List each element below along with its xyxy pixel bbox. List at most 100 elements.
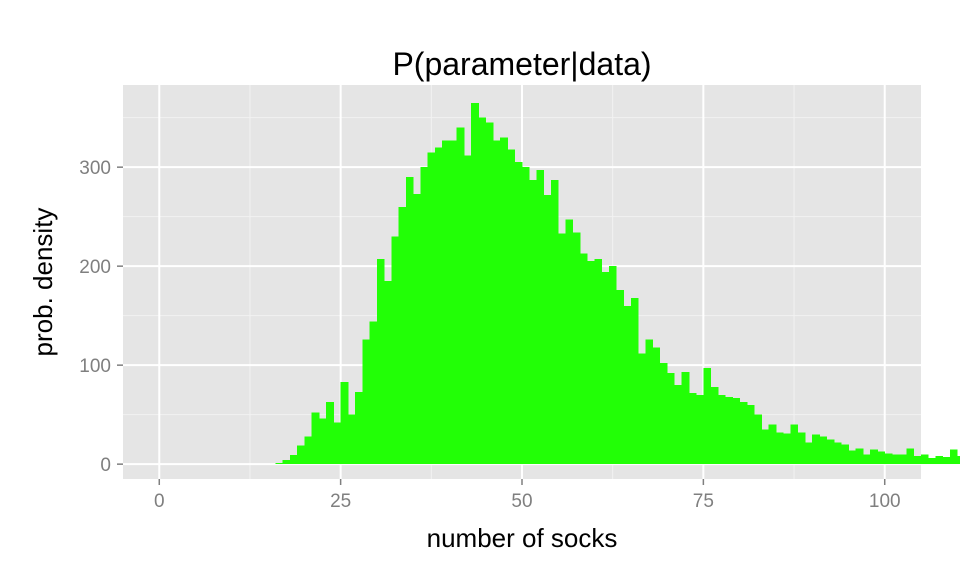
histogram-bar xyxy=(492,140,501,465)
histogram-bar xyxy=(616,289,624,465)
y-tick-label: 200 xyxy=(79,257,111,278)
histogram-bar xyxy=(463,155,472,465)
histogram-bar xyxy=(804,442,813,465)
histogram-bar xyxy=(921,454,929,465)
x-tick-label: 75 xyxy=(693,491,714,512)
histogram-bar xyxy=(899,454,907,465)
histogram-bars xyxy=(275,102,960,465)
histogram-bar xyxy=(848,450,857,465)
histogram-bar xyxy=(761,429,770,465)
histogram-bar xyxy=(696,394,704,465)
histogram-bar xyxy=(928,458,936,465)
x-tick-label: 0 xyxy=(154,491,165,512)
histogram-bar xyxy=(891,454,900,465)
histogram-bar xyxy=(826,439,835,465)
histogram-bar xyxy=(405,177,414,465)
histogram-bar xyxy=(841,444,849,465)
histogram-bar xyxy=(333,422,342,465)
histogram-bar xyxy=(434,147,443,465)
histogram-bar xyxy=(913,456,922,465)
histogram-bar xyxy=(311,412,320,465)
histogram-bar xyxy=(384,281,392,465)
histogram-bar xyxy=(797,432,806,465)
histogram-bar xyxy=(355,391,363,465)
histogram-bar xyxy=(667,373,675,465)
histogram-bar xyxy=(630,297,639,465)
histogram-bar xyxy=(609,266,617,465)
histogram-bar xyxy=(638,353,646,465)
histogram-bar xyxy=(304,436,313,465)
histogram-bar xyxy=(543,194,552,465)
histogram-bar xyxy=(318,418,327,465)
histogram-bar xyxy=(485,122,494,465)
histogram-bar xyxy=(347,414,356,465)
histogram-bar xyxy=(775,432,784,465)
histogram-bar xyxy=(551,180,559,465)
histogram-bar xyxy=(522,167,530,465)
histogram-bar xyxy=(812,434,820,465)
histogram-bar xyxy=(935,456,944,465)
histogram-bar xyxy=(659,363,668,465)
histogram-bar xyxy=(790,424,799,465)
histogram-bar xyxy=(362,339,371,465)
histogram-bar xyxy=(862,454,871,465)
x-tick-label: 25 xyxy=(330,491,351,512)
histogram-bar xyxy=(536,170,545,465)
histogram-bar xyxy=(877,451,886,465)
histogram-bar xyxy=(746,404,755,465)
histogram-bar xyxy=(558,233,566,465)
histogram-bar xyxy=(681,372,690,465)
histogram-bar xyxy=(391,236,400,465)
histogram-bar xyxy=(652,347,661,465)
x-axis-title: number of socks xyxy=(427,523,618,553)
histogram-bar xyxy=(754,414,762,465)
histogram-bar xyxy=(369,321,378,465)
x-axis-ticks: 0 25 50 75 100 xyxy=(154,479,901,512)
histogram-bar xyxy=(340,381,349,465)
histogram-bar xyxy=(768,424,777,465)
histogram-bar xyxy=(398,206,407,465)
x-tick-label: 100 xyxy=(869,491,901,512)
histogram-bar xyxy=(572,232,581,465)
histogram-bar xyxy=(478,117,487,465)
histogram-bar xyxy=(942,457,951,465)
histogram-bar xyxy=(565,219,574,465)
histogram-bar xyxy=(413,193,421,465)
histogram-bar xyxy=(950,449,958,465)
histogram-bar xyxy=(783,433,791,465)
histogram-bar xyxy=(623,305,632,465)
histogram-bar xyxy=(710,386,719,465)
y-tick-label: 100 xyxy=(79,356,111,377)
histogram-bar xyxy=(688,392,697,465)
histogram-bar xyxy=(906,448,915,465)
histogram-bar xyxy=(884,453,893,465)
histogram-bar xyxy=(645,339,653,465)
histogram-bar xyxy=(289,455,298,465)
histogram-bar xyxy=(739,401,748,465)
histogram-bar xyxy=(594,259,603,465)
histogram-bar xyxy=(449,140,458,465)
y-tick-label: 0 xyxy=(100,455,111,476)
histogram-bar xyxy=(703,368,712,465)
histogram-bar xyxy=(471,102,479,465)
histogram-bar xyxy=(855,448,864,465)
histogram-bar xyxy=(282,460,291,465)
histogram-bar xyxy=(420,167,429,465)
histogram-bar xyxy=(507,149,516,465)
histogram-bar xyxy=(514,162,523,465)
y-axis-ticks: 0 100 200 300 xyxy=(79,158,123,476)
histogram-bar xyxy=(376,259,385,465)
histogram-bar xyxy=(833,442,842,465)
histogram-bar xyxy=(674,384,682,465)
histogram-bar xyxy=(957,456,960,465)
histogram-bar xyxy=(601,272,610,465)
histogram-bar xyxy=(500,137,508,465)
histogram-bar xyxy=(456,127,465,465)
histogram-bar xyxy=(442,140,450,465)
histogram-bar xyxy=(819,436,828,465)
histogram-bar xyxy=(732,397,741,465)
histogram-bar xyxy=(427,152,436,465)
chart-title: P(parameter|data) xyxy=(392,46,651,82)
